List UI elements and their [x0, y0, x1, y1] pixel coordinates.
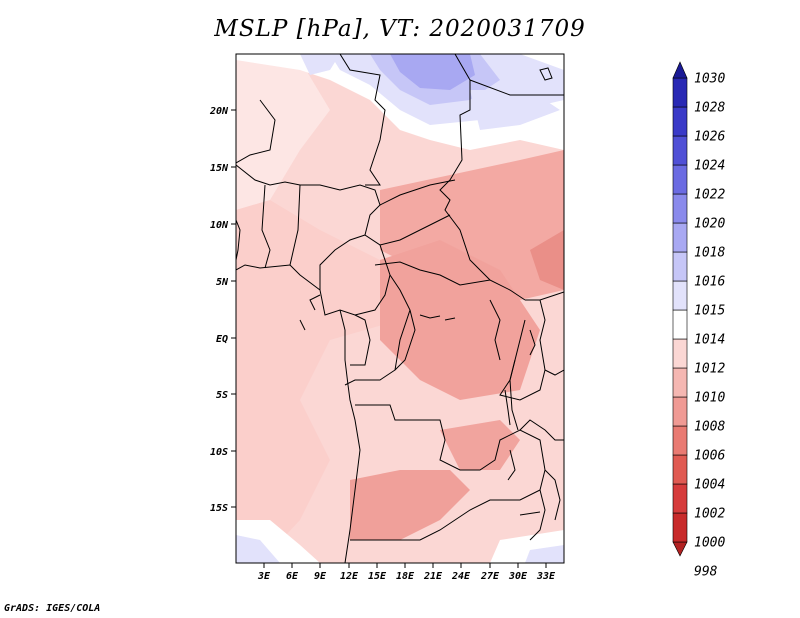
lon-label: 15E — [368, 571, 387, 582]
colorbar-swatch — [672, 309, 688, 340]
lat-label: 5S — [216, 390, 228, 401]
lat-axis: 20N 15N 10N 5N EQ 5S 10S 15S — [209, 106, 236, 514]
map-title: MSLP [hPa], VT: 2020031709 — [214, 16, 586, 42]
grads-credit: GrADS: IGES/COLA — [4, 603, 101, 614]
colorbar-label: 1016 — [694, 275, 725, 290]
colorbar-label: 998 — [694, 565, 718, 580]
colorbar-label: 1002 — [694, 507, 725, 522]
lon-label: 3E — [257, 571, 271, 582]
colorbar-swatch — [672, 454, 688, 485]
lat-label: 5N — [216, 277, 229, 288]
colorbar-swatch — [672, 106, 688, 137]
colorbar-label: 1014 — [694, 333, 725, 348]
colorbar-swatch — [672, 483, 688, 514]
lon-label: 9E — [314, 571, 327, 582]
colorbar-label: 1008 — [694, 420, 725, 435]
colorbar-swatch — [672, 512, 688, 543]
colorbar-swatch — [672, 164, 688, 195]
colorbar-swatch — [672, 222, 688, 253]
colorbar-swatch — [672, 280, 688, 311]
colorbar-label: 1012 — [694, 362, 725, 377]
pressure-field — [236, 54, 564, 563]
colorbar-swatch — [672, 251, 688, 282]
colorbar-label: 1004 — [694, 478, 725, 493]
colorbar-label: 1028 — [694, 101, 725, 116]
lon-label: 12E — [340, 571, 359, 582]
colorbar-label: 1006 — [694, 449, 725, 464]
borders — [236, 54, 564, 563]
colorbar-swatch — [672, 541, 688, 557]
lat-label: 15N — [210, 163, 229, 174]
lon-label: 27E — [480, 571, 500, 582]
colorbar-label: 1024 — [694, 159, 725, 174]
lon-label: 6E — [286, 571, 299, 582]
colorbar-label: 1026 — [694, 130, 725, 145]
lat-label: 20N — [209, 106, 229, 117]
lon-label: 24E — [451, 571, 471, 582]
colorbar-swatch — [672, 193, 688, 224]
colorbar-label: 1010 — [694, 391, 725, 406]
colorbar-label: 1000 — [694, 536, 725, 551]
lat-label: 15S — [210, 503, 228, 514]
colorbar-label: 1030 — [694, 72, 725, 87]
lon-label: 21E — [423, 571, 443, 582]
lon-label: 30E — [508, 571, 528, 582]
colorbar-swatch — [672, 77, 688, 108]
lon-axis: 3E 6E 9E 12E 15E 18E 21E 24E 27E 30E 33E — [257, 563, 556, 582]
colorbar-swatch — [672, 367, 688, 398]
lon-label: 33E — [536, 571, 556, 582]
colorbar-swatch — [672, 396, 688, 427]
colorbar-label: 1022 — [694, 188, 725, 203]
lat-label: EQ — [216, 334, 228, 345]
colorbar: 998 1000 1002 1004 1006 1008 1010 1012 1014 1015 1… — [672, 61, 725, 580]
colorbar-swatch — [672, 338, 688, 369]
colorbar-swatch — [672, 61, 688, 79]
colorbar-label: 1015 — [694, 304, 725, 319]
colorbar-swatch — [672, 135, 688, 166]
colorbar-label: 1020 — [694, 217, 725, 232]
lon-label: 18E — [396, 571, 415, 582]
lat-label: 10S — [210, 447, 228, 458]
colorbar-swatch — [672, 425, 688, 456]
map-frame — [235, 53, 565, 564]
lat-label: 10N — [210, 220, 229, 231]
colorbar-label: 1018 — [694, 246, 725, 261]
